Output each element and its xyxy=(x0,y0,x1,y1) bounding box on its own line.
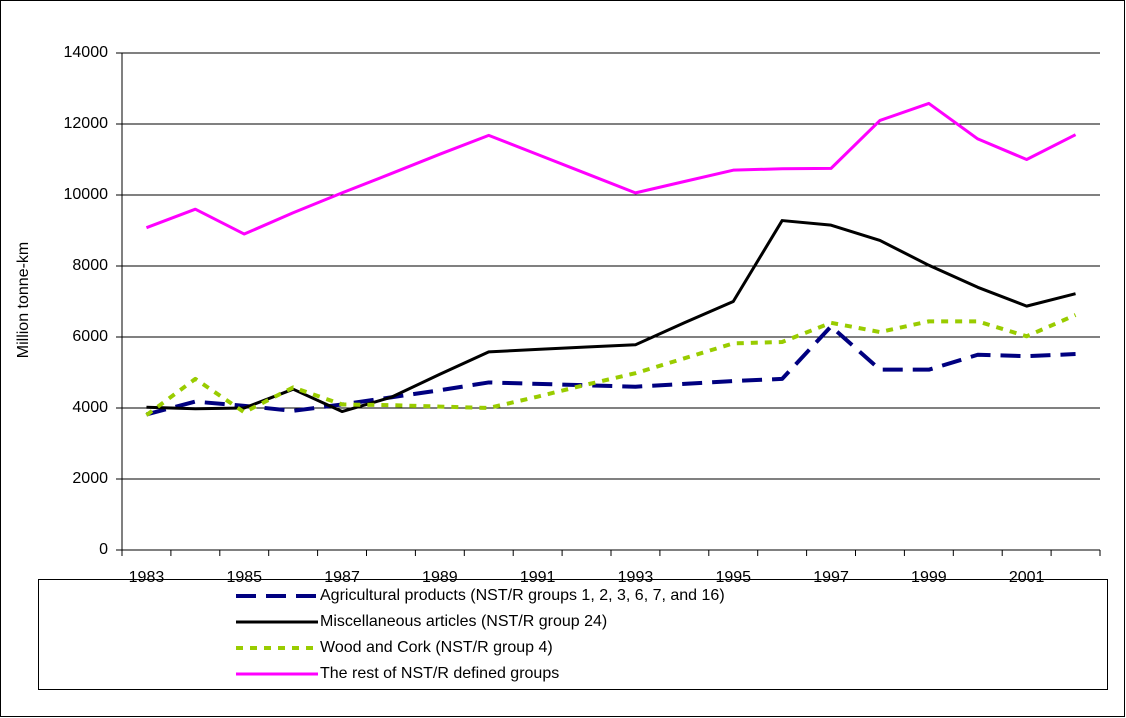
x-tick-label: 1991 xyxy=(520,569,556,586)
y-tick-label: 0 xyxy=(99,541,108,558)
series-line xyxy=(146,219,1076,414)
legend-box xyxy=(38,579,1108,690)
x-tick-label: 2001 xyxy=(1009,569,1045,586)
y-tick-label: 10000 xyxy=(64,186,109,203)
legend-label: Miscellaneous articles (NST/R group 24) xyxy=(320,613,607,630)
y-tick-label: 14000 xyxy=(64,44,109,61)
y-tick-label: 6000 xyxy=(72,328,108,345)
x-tick-label: 1983 xyxy=(129,569,165,586)
y-tick-label: 12000 xyxy=(64,115,109,132)
x-tick-label: 1987 xyxy=(324,569,360,586)
legend-label: Wood and Cork (NST/R group 4) xyxy=(320,639,553,656)
legend-label: Agricultural products (NST/R groups 1, 2… xyxy=(320,587,725,604)
x-tick-label: 1993 xyxy=(618,569,654,586)
series-line xyxy=(145,101,1077,236)
x-tick-label: 1999 xyxy=(911,569,947,586)
y-tick-label: 4000 xyxy=(72,399,108,416)
series-line xyxy=(145,313,1077,417)
x-tick-label: 1989 xyxy=(422,569,458,586)
series-line xyxy=(145,324,1076,417)
legend-label: The rest of NST/R defined groups xyxy=(320,665,559,682)
x-tick-label: 1995 xyxy=(715,569,751,586)
x-tick-label: 1997 xyxy=(813,569,849,586)
y-tick-label: 2000 xyxy=(72,470,108,487)
y-tick-label: 8000 xyxy=(72,257,108,274)
y-axis-label: Million tonne-km xyxy=(15,242,32,358)
x-tick-label: 1985 xyxy=(226,569,262,586)
